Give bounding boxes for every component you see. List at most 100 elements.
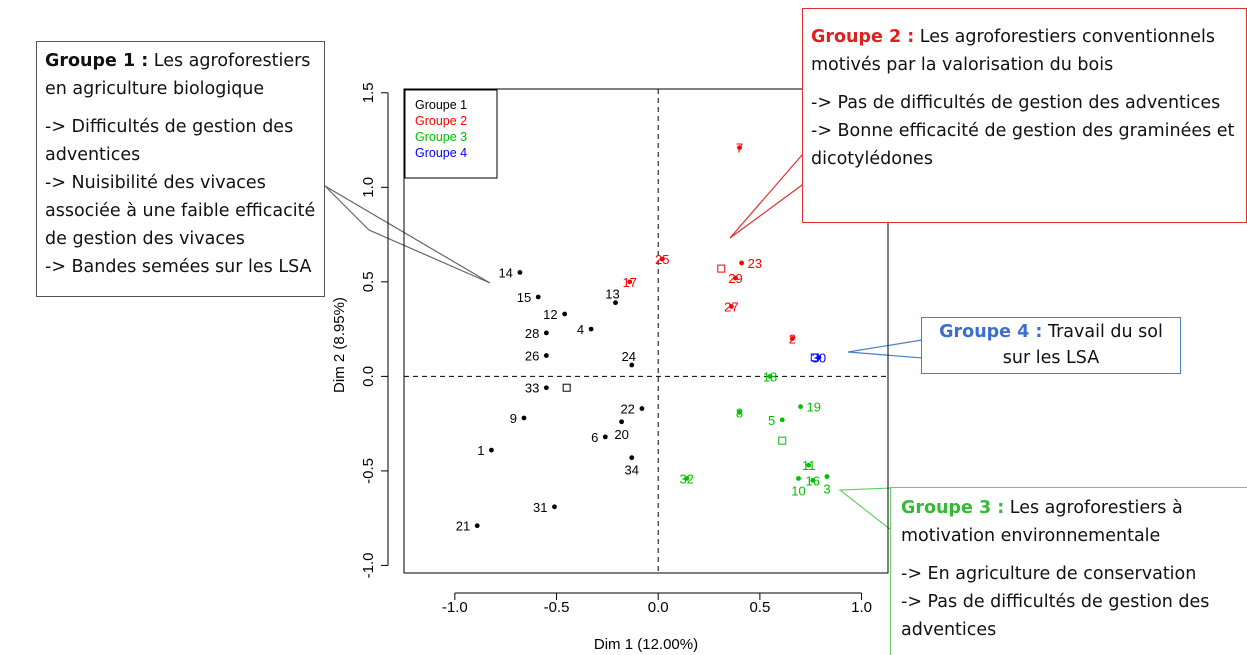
data-point — [639, 406, 645, 411]
y-tick-label: -0.5 — [360, 458, 377, 484]
legend-box — [404, 89, 498, 179]
point-label: 26 — [525, 349, 539, 364]
group-centroid — [810, 353, 819, 362]
callout-groupe2: Groupe 2 : Les agroforestiers convention… — [802, 8, 1247, 223]
data-point — [659, 256, 665, 262]
callout-line: -> En agriculture de conservation — [901, 564, 1197, 584]
data-point — [629, 455, 635, 461]
data-point — [535, 294, 541, 300]
callout-line: -> Difficultés de gestion des adventices — [45, 117, 294, 165]
data-point — [629, 362, 635, 368]
callout-line: -> Bandes semées sur les LSA — [45, 257, 312, 277]
data-point — [816, 355, 822, 360]
data-point — [602, 434, 608, 440]
data-point — [733, 275, 738, 281]
point-label: 28 — [525, 326, 539, 341]
x-tick-label: -1.0 — [442, 599, 468, 616]
callout-title: Groupe 2 : — [811, 27, 915, 47]
group-centroid — [717, 264, 726, 273]
group-centroid — [778, 436, 787, 445]
callout-subtitle: Les agroforestiers conventionnels motivé… — [811, 27, 1215, 75]
point-label: 10 — [791, 483, 805, 498]
point-label: 22 — [620, 402, 634, 417]
data-point — [543, 353, 549, 358]
callout-title: Groupe 4 : — [939, 322, 1043, 342]
callout-line: -> Nuisibilité des vivaces associée à un… — [45, 173, 316, 249]
callout-subtitle: Travail du sol sur les LSA — [1002, 322, 1163, 368]
data-point — [562, 311, 568, 317]
data-point — [798, 404, 803, 410]
point-label: 3 — [823, 482, 830, 497]
data-point — [796, 476, 801, 481]
point-label: 9 — [510, 411, 517, 426]
callout-line: -> Pas de difficultés de gestion des adv… — [811, 93, 1221, 113]
point-label: 4 — [577, 322, 584, 337]
point-label: 1 — [477, 443, 484, 458]
data-point — [684, 476, 690, 481]
y-tick-label: 1.0 — [360, 177, 377, 198]
data-point — [489, 447, 494, 453]
data-point — [613, 300, 618, 306]
data-point — [521, 415, 527, 421]
y-tick-label: -1.0 — [360, 553, 377, 579]
data-point — [619, 419, 624, 425]
x-axis-label: Dim 1 (12.00%) — [594, 636, 698, 653]
y-axis-label: Dim 2 (8.95%) — [331, 297, 348, 393]
legend-entry: Groupe 1 — [415, 98, 467, 112]
data-point — [737, 409, 742, 415]
data-point — [737, 145, 742, 151]
x-tick-label: 1.0 — [851, 599, 872, 616]
x-tick-label: 0.5 — [749, 599, 770, 616]
data-point — [779, 417, 785, 423]
point-label: 12 — [543, 307, 557, 322]
point-label: 25 — [655, 252, 669, 267]
point-label: 34 — [625, 463, 639, 478]
data-point — [806, 462, 812, 468]
point-label: 16 — [806, 473, 820, 488]
data-point — [552, 504, 557, 510]
data-point — [543, 330, 549, 336]
axes: -1.0 -0.5 0.0 0.5 1.0 -1.0 -0.5 0.0 0.5 1.0 1.5 — [360, 82, 872, 616]
point-label: 23 — [748, 256, 762, 271]
callout-groupe4: Groupe 4 : Travail du sol sur les LSA — [921, 317, 1181, 374]
callout-line: -> Pas de difficultés de gestion des adv… — [901, 592, 1210, 640]
callout-subtitle: Les agroforestiers en agriculture biolog… — [45, 51, 311, 99]
point-label: 27 — [724, 299, 738, 314]
point-label: 7 — [736, 141, 743, 156]
point-label: 21 — [456, 519, 470, 534]
data-point — [824, 474, 830, 479]
legend: Groupe 1 Groupe 2 Groupe 3 Groupe 4 — [404, 89, 498, 179]
callout-title: Groupe 1 : — [45, 51, 149, 71]
callout-line: -> Bonne efficacité de gestion des grami… — [811, 121, 1235, 169]
point-label: 33 — [525, 381, 539, 396]
group-centroid — [562, 383, 571, 392]
callout-title: Groupe 3 : — [901, 498, 1005, 518]
x-tick-label: 0.0 — [648, 599, 669, 616]
point-label: 13 — [605, 287, 619, 302]
callout-pointer-groupe4 — [847, 339, 923, 359]
point-label: 5 — [768, 413, 775, 428]
point-label: 2 — [789, 332, 796, 347]
point-label: 24 — [622, 349, 636, 364]
point-label: 6 — [591, 430, 598, 445]
plot-frame — [403, 88, 889, 574]
legend-entry: Groupe 3 — [415, 130, 467, 144]
point-label: 20 — [614, 427, 628, 442]
y-tick-label: 1.5 — [360, 82, 377, 103]
data-point — [543, 385, 549, 391]
point-label: 30 — [812, 350, 826, 365]
callout-pointer-groupe1 — [321, 182, 491, 284]
data-point — [810, 477, 816, 483]
callout-pointer-groupe3 — [838, 487, 892, 532]
y-tick-label: 0.5 — [360, 271, 377, 292]
data-point — [790, 336, 795, 341]
point-label: 17 — [622, 275, 636, 290]
point-label: 29 — [728, 271, 742, 286]
legend-entry: Groupe 2 — [415, 114, 467, 128]
point-label: 8 — [736, 405, 743, 420]
point-label: 14 — [498, 265, 512, 280]
legend-entry: Groupe 4 — [415, 146, 467, 160]
point-label: 31 — [533, 500, 547, 515]
